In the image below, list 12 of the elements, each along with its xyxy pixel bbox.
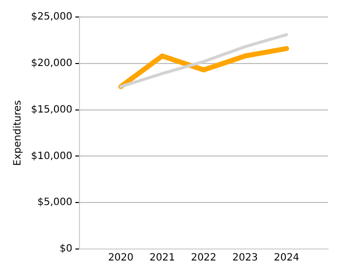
y-tick-label: $25,000 (30, 12, 72, 23)
x-tick-label: 2020 (108, 252, 134, 264)
x-tick-label: 2022 (190, 252, 216, 264)
y-tick-label: $20,000 (30, 58, 72, 69)
x-tick-label: 2021 (150, 252, 175, 264)
x-tick-label: 2023 (232, 252, 258, 264)
x-tick-label: 2024 (274, 252, 300, 264)
y-tick-label: $5,000 (37, 197, 72, 208)
y-axis-title: Expenditures (12, 100, 24, 166)
y-tick-label: $15,000 (30, 104, 72, 116)
y-tick-label: $10,000 (30, 150, 72, 162)
y-tick-label: $0 (60, 244, 72, 255)
